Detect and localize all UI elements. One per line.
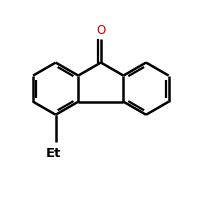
Text: Et: Et (45, 147, 61, 160)
Text: O: O (96, 24, 106, 37)
